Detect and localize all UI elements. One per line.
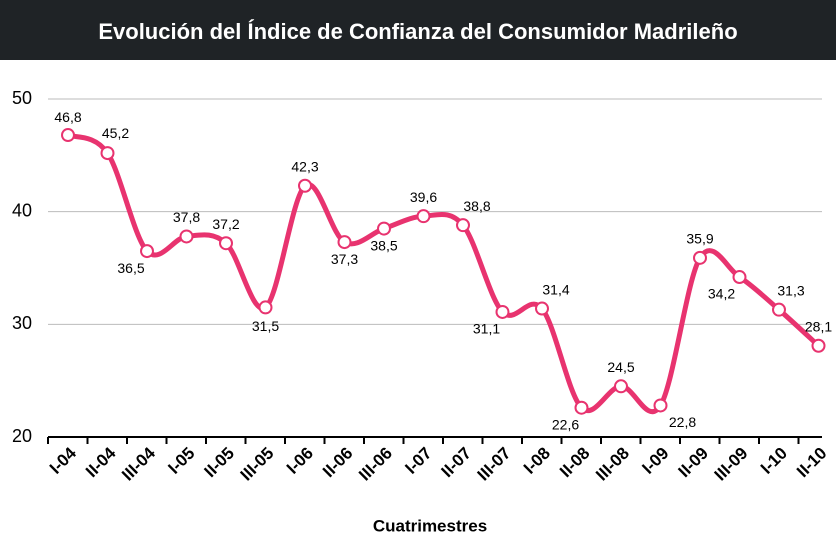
x-tick-label: I-09 — [638, 444, 672, 478]
marker — [653, 398, 668, 413]
marker — [140, 244, 154, 259]
x-tick-label: I-06 — [283, 444, 317, 478]
marker — [772, 302, 786, 317]
data-label: 37,2 — [212, 216, 239, 232]
x-tick-label: II-09 — [675, 444, 712, 481]
data-label: 38,8 — [463, 198, 490, 214]
marker — [416, 209, 431, 224]
data-label: 42,3 — [291, 158, 318, 174]
x-tick-label: III-05 — [237, 444, 278, 485]
marker — [377, 221, 391, 236]
x-tick-label: II-07 — [438, 444, 475, 481]
data-label: 31,4 — [542, 281, 569, 297]
x-tick-label: II-10 — [793, 444, 830, 481]
marker — [732, 270, 747, 285]
data-label: 37,3 — [331, 251, 358, 267]
line — [66, 132, 821, 415]
title-bar — [0, 0, 836, 60]
data-label: 31,1 — [473, 321, 500, 337]
y-tick-label: 20 — [12, 426, 32, 446]
data-label: 34,2 — [708, 286, 735, 302]
x-tick-label: II-05 — [201, 444, 238, 481]
data-label: 45,2 — [102, 125, 129, 141]
x-tick-label: II-06 — [319, 444, 356, 481]
data-label: 24,5 — [607, 359, 634, 375]
x-tick-label: I-10 — [757, 444, 791, 478]
marker — [100, 146, 115, 161]
data-label: 22,6 — [552, 416, 579, 432]
x-tick-label: III-07 — [474, 444, 515, 485]
x-tick-label: I-05 — [164, 444, 198, 478]
marker — [495, 304, 510, 319]
marker — [337, 235, 352, 250]
marker — [258, 300, 273, 315]
marker — [535, 301, 549, 316]
x-tick-label: I-04 — [46, 443, 81, 478]
data-label: 38,5 — [370, 237, 397, 253]
data-label: 46,8 — [54, 109, 81, 125]
data-label: 35,9 — [686, 231, 713, 247]
y-tick-label: 40 — [12, 200, 32, 220]
y-tick-label: 50 — [12, 88, 32, 108]
data-label: 36,5 — [117, 260, 144, 276]
data-label: 31,5 — [252, 318, 279, 334]
marker — [811, 338, 826, 353]
x-tick-label: III-06 — [355, 444, 396, 485]
marker — [179, 229, 194, 244]
data-label: 37,8 — [173, 209, 200, 225]
y-tick-label: 30 — [12, 313, 32, 333]
marker — [298, 178, 312, 193]
data-label: 31,3 — [777, 282, 804, 298]
marker — [614, 379, 628, 394]
x-axis-label: Cuatrimestres — [373, 516, 487, 535]
marker — [456, 218, 470, 233]
marker — [61, 128, 75, 143]
marker — [219, 236, 233, 251]
x-tick-label: III-08 — [592, 444, 633, 485]
data-label: 22,8 — [669, 414, 696, 430]
data-label: 39,6 — [410, 189, 437, 205]
x-tick-label: I-07 — [401, 444, 435, 478]
x-tick-label: III-09 — [711, 444, 752, 485]
x-tick-label: II-08 — [556, 444, 593, 481]
x-tick-label: III-04 — [118, 443, 159, 484]
marker — [574, 400, 589, 415]
data-label: 28,1 — [805, 318, 832, 334]
marker — [693, 250, 707, 265]
x-tick-label: II-04 — [82, 443, 120, 481]
x-tick-label: I-08 — [520, 444, 554, 478]
chart-title: Evolución del Índice de Confianza del Co… — [98, 19, 737, 44]
